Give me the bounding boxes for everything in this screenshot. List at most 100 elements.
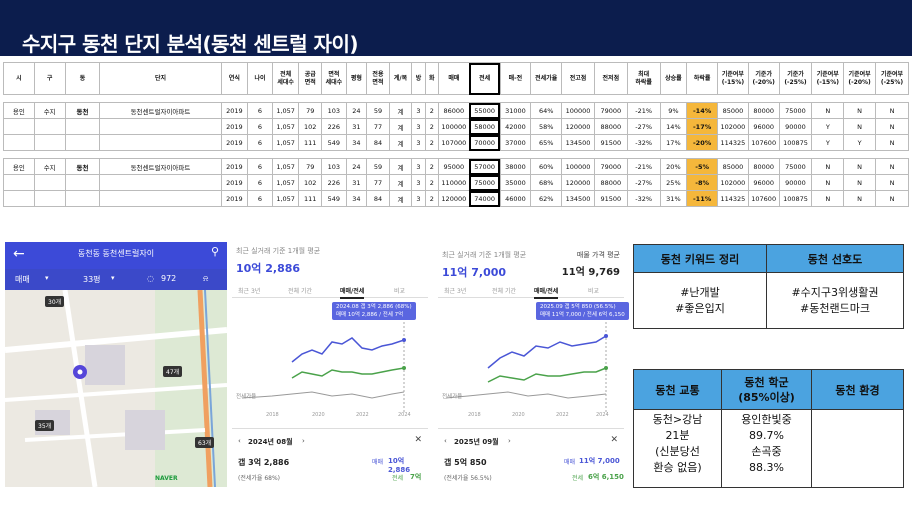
table-cell: 2 xyxy=(424,134,439,151)
gap-value: 갭 3억 2,886 xyxy=(238,458,290,467)
next-month-icon[interactable]: › xyxy=(508,437,511,445)
table-cell xyxy=(99,190,222,207)
table-cell xyxy=(99,118,222,135)
tab-all-period[interactable]: 전체 기간 xyxy=(492,288,516,295)
table-cell: 65% xyxy=(530,134,563,151)
table-cell: -17% xyxy=(686,118,719,135)
table-cell xyxy=(33,134,66,151)
table-cell: N xyxy=(811,102,845,119)
table-cell: N xyxy=(875,158,909,175)
table-cell: 102000 xyxy=(717,174,749,191)
table-cell: 80000 xyxy=(747,102,780,119)
column-header: 평형 xyxy=(345,62,368,95)
jeonse-value: 6억 6,150 xyxy=(588,473,624,481)
column-header: 전용 면적 xyxy=(366,62,390,95)
table-cell: 31000 xyxy=(499,102,532,119)
next-month-icon[interactable]: › xyxy=(302,437,305,445)
table-cell: 100875 xyxy=(778,190,813,207)
trade-type-filter[interactable]: 매매 xyxy=(15,275,30,284)
table-cell: N xyxy=(875,174,909,191)
column-header: 시 xyxy=(3,62,35,95)
period-tabs: 최근 3년 전체 기간 매매/전세 비교 xyxy=(232,284,428,299)
close-icon[interactable]: ✕ xyxy=(414,435,422,445)
avg-price: 10억 2,886 xyxy=(236,262,301,275)
price-chart[interactable] xyxy=(438,322,624,422)
table-cell: N xyxy=(811,190,845,207)
table-cell: 동천 xyxy=(64,102,101,119)
table-cell: 100875 xyxy=(778,134,813,151)
comment-icon[interactable]: ◌ xyxy=(147,274,154,283)
school-cell: 용인한빛중 89.7% 손곡중 88.3% xyxy=(721,409,812,488)
table-cell: 84 xyxy=(366,190,390,207)
table-cell: -32% xyxy=(626,134,661,151)
column-header: 매매 xyxy=(437,62,470,95)
trade-chevron-icon[interactable]: ▾ xyxy=(45,274,49,282)
bell-icon[interactable]: ⍾ xyxy=(203,274,209,283)
back-arrow-icon[interactable]: ← xyxy=(13,246,25,262)
column-header: 최대 하락률 xyxy=(626,62,661,95)
table-cell: 79000 xyxy=(593,102,628,119)
table-cell: 120000 xyxy=(561,118,595,135)
app-header: ← 동천동 동천센트럴자이 ⚲ 매매 ▾ 33평 ▾ ◌ 972 ⍾ xyxy=(5,242,227,290)
table-cell: 103 xyxy=(321,102,347,119)
ask-price: 11억 9,769 xyxy=(561,267,620,278)
table-cell: N xyxy=(843,102,876,119)
tab-trade-jeonse[interactable]: 매매/전세 xyxy=(534,286,559,299)
prev-month-icon[interactable]: ‹ xyxy=(238,437,241,445)
map-view[interactable] xyxy=(5,290,227,487)
cluster-badge-2[interactable]: 47개 xyxy=(163,366,183,377)
table-cell: 2019 xyxy=(220,174,249,191)
column-header: 전저점 xyxy=(593,62,628,95)
cluster-badge-1[interactable]: 30개 xyxy=(45,296,65,307)
cluster-badge-4[interactable]: 63개 xyxy=(195,437,215,448)
title-bar: 수지구 동천 단지 분석(동천 센트럴 자이) xyxy=(0,0,912,56)
column-header: 전고점 xyxy=(561,62,595,95)
size-chevron-icon[interactable]: ▾ xyxy=(111,274,115,282)
table-cell: 102 xyxy=(298,118,323,135)
table-cell: 35000 xyxy=(499,174,532,191)
table-cell xyxy=(64,174,101,191)
table-cell: N xyxy=(875,102,909,119)
tooltip-line-1: 2025.09 갭 5억 850 (56.5%) xyxy=(540,304,616,310)
table-cell: 120000 xyxy=(437,190,470,207)
table-cell: -21% xyxy=(626,102,661,119)
table-cell: 58% xyxy=(530,118,563,135)
close-icon[interactable]: ✕ xyxy=(610,435,618,445)
table-cell: 57000 xyxy=(468,158,501,175)
cluster-badge-3[interactable]: 35개 xyxy=(35,420,55,431)
tab-recent-3y[interactable]: 최근 3년 xyxy=(238,288,261,295)
prev-month-icon[interactable]: ‹ xyxy=(444,437,447,445)
table-cell: 2019 xyxy=(220,102,249,119)
table-cell: 100000 xyxy=(561,102,595,119)
table-cell: 134500 xyxy=(561,190,595,207)
month-footer: ‹ 2024년 08월 › ✕ 갭 3억 2,886 (전세가율 68%) 매매… xyxy=(232,428,428,482)
column-header: 동 xyxy=(64,62,101,95)
table-cell: 24 xyxy=(345,158,368,175)
preference-tag: #동천랜드마크 xyxy=(800,301,870,315)
table-cell: 31 xyxy=(345,174,368,191)
keyword-header: 동천 키워드 정리 xyxy=(633,244,767,273)
location-pin-icon[interactable]: ⚲ xyxy=(210,245,219,258)
table-cell: 31% xyxy=(659,190,688,207)
tab-trade-jeonse[interactable]: 매매/전세 xyxy=(340,286,365,299)
price-chart[interactable] xyxy=(232,322,428,422)
table-cell: -20% xyxy=(686,134,719,151)
size-filter[interactable]: 33평 xyxy=(83,275,101,284)
tooltip-line-2: 매매 10억 2,886 / 전세 7억 xyxy=(336,312,404,318)
column-header: 하락률 xyxy=(686,62,719,95)
keyword-tag: #난개발 xyxy=(680,285,720,299)
tab-all-period[interactable]: 전체 기간 xyxy=(288,288,312,295)
spacer-row xyxy=(4,151,909,159)
table-cell: 226 xyxy=(321,118,347,135)
keyword-cell: #난개발 #좋은입지 xyxy=(633,272,767,329)
transport-cell: 동천>강남 21분 (신분당선 환승 없음) xyxy=(633,409,722,488)
tab-compare[interactable]: 비교 xyxy=(394,288,406,295)
tab-compare[interactable]: 비교 xyxy=(588,288,600,295)
tab-recent-3y[interactable]: 최근 3년 xyxy=(444,288,467,295)
jeonse-label: 전세 xyxy=(572,475,584,482)
table-cell: 226 xyxy=(321,174,347,191)
table-cell: 88000 xyxy=(593,174,628,191)
table-cell: 34 xyxy=(345,190,368,207)
table-cell: N xyxy=(843,190,876,207)
table-cell: 74000 xyxy=(468,190,501,207)
